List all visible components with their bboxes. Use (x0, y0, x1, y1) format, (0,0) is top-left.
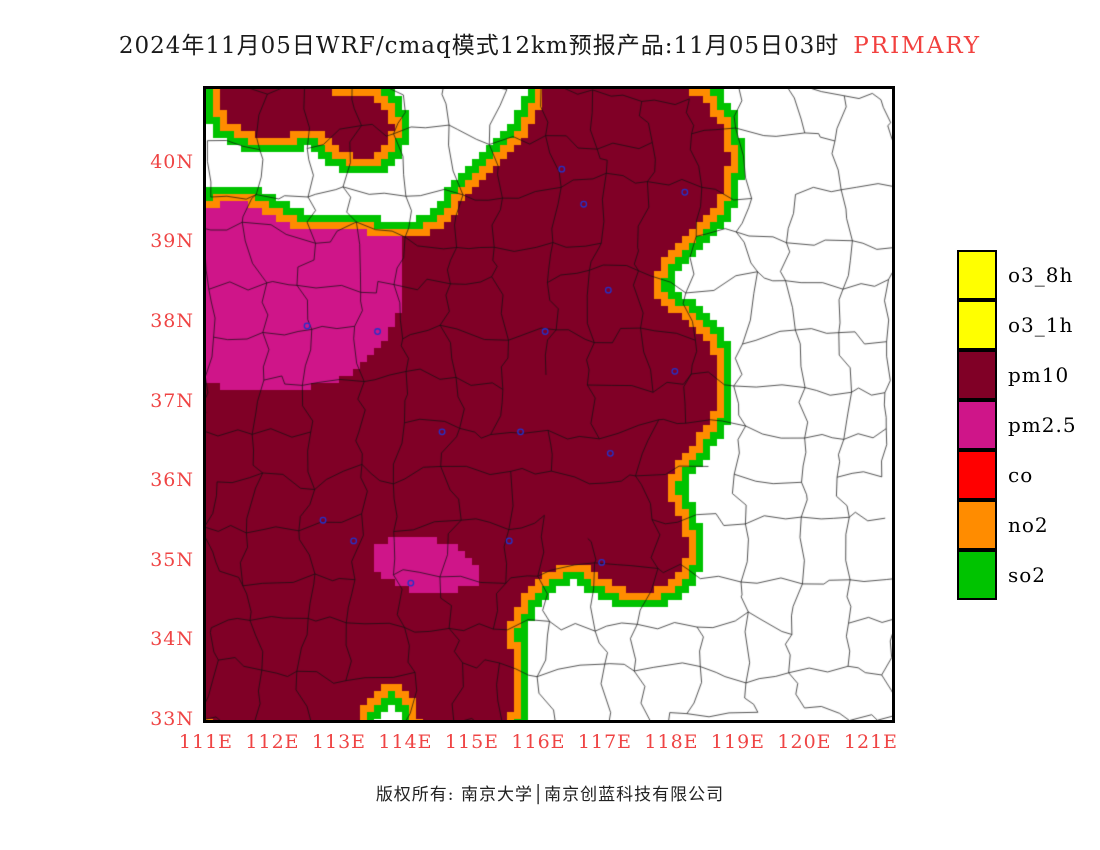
copyright-footer: 版权所有: 南京大学│南京创蓝科技有限公司 (375, 785, 725, 805)
pollution-map-canvas (206, 89, 892, 720)
legend-swatch-o3_8h (957, 250, 997, 300)
title-highlight: PRIMARY (853, 33, 982, 59)
x-tick-label: 115E (444, 731, 500, 753)
x-tick-label: 113E (311, 731, 367, 753)
y-tick-label: 36N (150, 469, 194, 492)
y-tick-label: 33N (150, 708, 194, 730)
x-tick-label: 118E (644, 731, 699, 753)
title-main: 2024年11月05日WRF/cmaq模式12km预报产品:11月05日03时 (118, 33, 840, 59)
x-tick-label: 111E (178, 731, 234, 753)
y-tick-label: 39N (150, 230, 194, 253)
x-tick-label: 119E (710, 731, 766, 753)
x-tick-label: 112E (245, 731, 300, 753)
legend-label-pm2.5: pm2.5 (1008, 413, 1077, 437)
x-tick-label: 114E (378, 731, 433, 753)
y-tick-label: 40N (150, 150, 194, 173)
legend-swatch-pm2.5 (957, 400, 997, 450)
legend-swatch-no2 (957, 500, 997, 550)
legend-swatch-pm10 (957, 350, 997, 400)
legend-label-o3_1h: o3_1h (1008, 313, 1074, 337)
x-tick-label: 121E (843, 731, 899, 753)
y-tick-label: 37N (150, 389, 194, 412)
x-tick-label: 120E (777, 731, 832, 753)
legend-label-o3_8h: o3_8h (1008, 263, 1074, 287)
page-title: 2024年11月05日WRF/cmaq模式12km预报产品:11月05日03时 P… (0, 26, 1100, 60)
legend-label-pm10: pm10 (1008, 363, 1070, 387)
x-tick-label: 116E (511, 731, 566, 753)
legend-label-so2: so2 (1008, 563, 1047, 587)
x-tick-label: 117E (577, 731, 633, 753)
y-tick-label: 34N (150, 628, 194, 651)
y-tick-label: 35N (150, 548, 194, 571)
legend-swatch-co (957, 450, 997, 500)
legend-swatch-o3_1h (957, 300, 997, 350)
legend-label-co: co (1008, 463, 1034, 487)
map-plot-frame (203, 86, 895, 723)
legend-label-no2: no2 (1008, 513, 1049, 537)
y-tick-label: 38N (150, 310, 194, 332)
legend-swatch-so2 (957, 550, 997, 600)
